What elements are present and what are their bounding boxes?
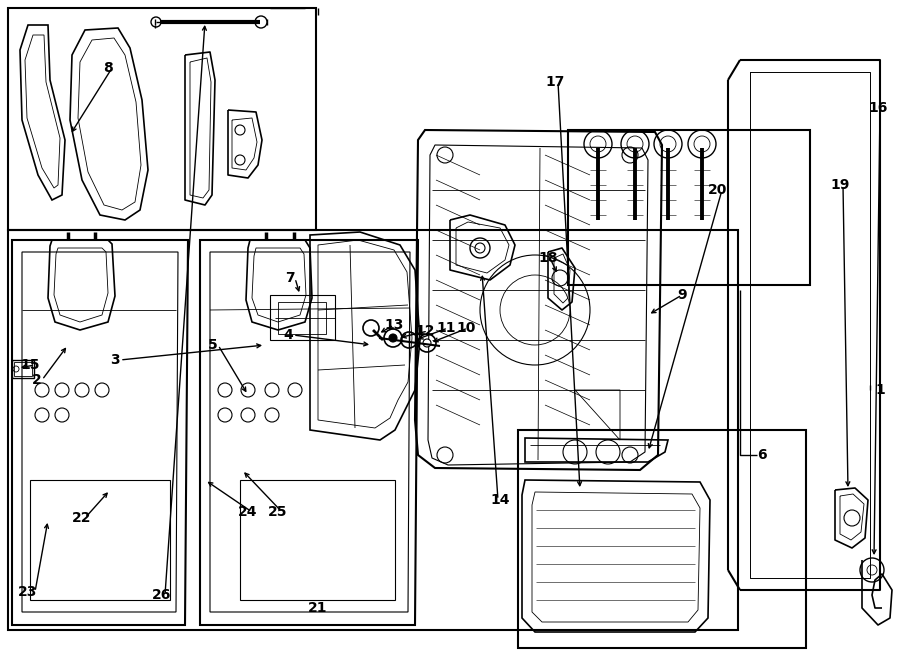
Text: 14: 14 [491,493,509,507]
Circle shape [423,339,431,347]
Text: 6: 6 [757,448,767,462]
Text: 11: 11 [436,321,455,335]
Bar [14,362,32,376]
Bar [518,430,806,648]
Text: 24: 24 [238,505,257,519]
Text: 25: 25 [268,505,288,519]
Bar [270,295,335,340]
Bar [30,480,170,600]
Text: 5: 5 [208,338,218,352]
Text: 21: 21 [308,601,328,615]
Text: 20: 20 [708,183,728,197]
Bar [8,8,316,230]
Text: 8: 8 [104,61,112,75]
Text: 2: 2 [32,373,42,387]
Text: 19: 19 [831,178,850,192]
Text: 1: 1 [875,383,885,397]
Text: 3: 3 [110,353,120,367]
Bar [12,360,34,378]
Text: 4: 4 [284,328,292,342]
Text: 26: 26 [152,588,172,602]
Text: 9: 9 [677,288,687,302]
Text: 22: 22 [72,511,92,525]
Text: 16: 16 [868,101,887,115]
Circle shape [389,334,397,342]
Text: 7: 7 [285,271,295,285]
Bar [240,480,395,600]
Text: 15: 15 [20,358,40,372]
Text: 10: 10 [456,321,476,335]
Text: 13: 13 [384,318,404,332]
Bar [8,230,738,630]
Text: 23: 23 [18,585,38,599]
Bar [278,302,326,334]
Text: 18: 18 [538,251,558,265]
Bar [568,130,810,285]
Text: 17: 17 [545,75,564,89]
Text: 12: 12 [415,324,435,338]
